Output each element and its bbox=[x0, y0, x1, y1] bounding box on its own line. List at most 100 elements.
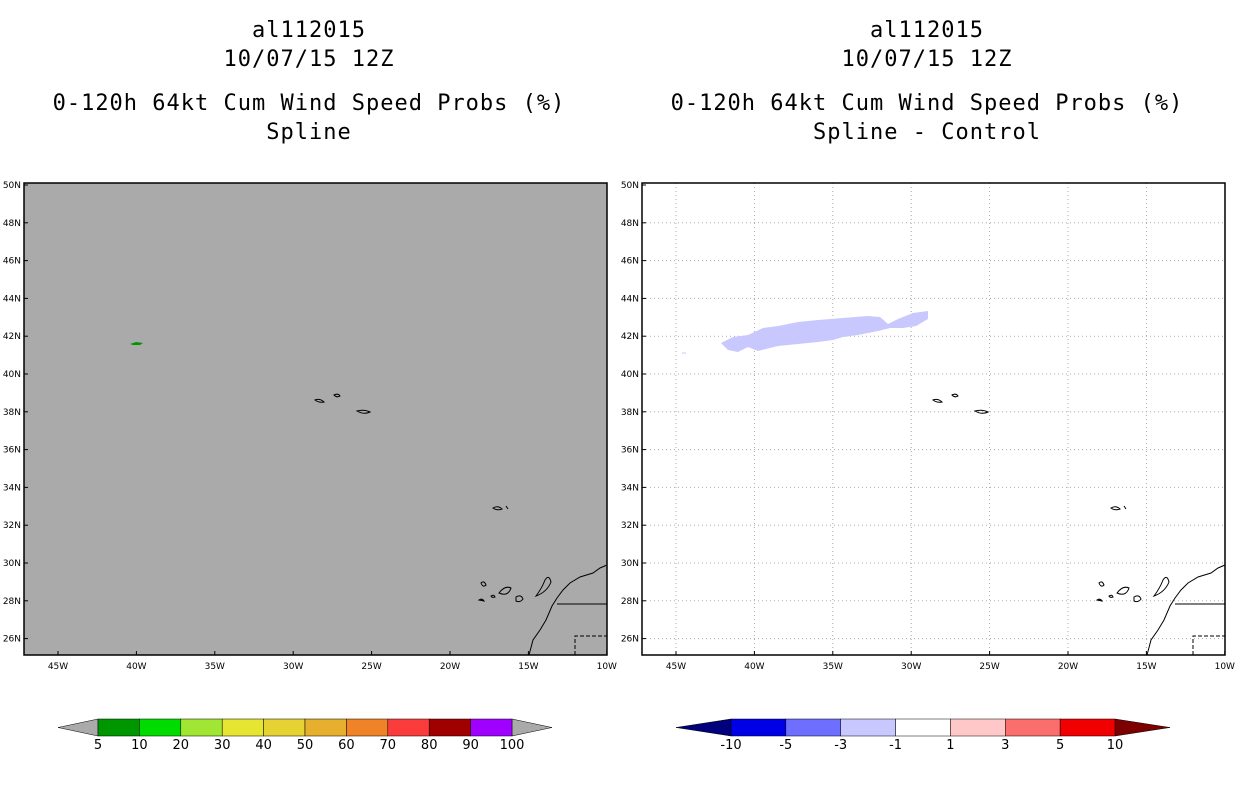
coastline bbox=[931, 393, 1226, 656]
colorbar-end-low bbox=[57, 718, 99, 737]
product-title: 0-120h 64kt Cum Wind Speed Probs (%) bbox=[52, 91, 566, 116]
latitude-label: 48N bbox=[3, 219, 21, 229]
longitude-label: 35W bbox=[205, 662, 225, 672]
colorbar-swatch bbox=[139, 718, 182, 737]
colorbar-end-high bbox=[1114, 718, 1171, 737]
colorbar-end-high bbox=[511, 718, 553, 737]
longitude-label: 30W bbox=[283, 662, 303, 672]
colorbar-right: -10 -5 -3 -1 1 3 5 10 bbox=[675, 718, 1171, 753]
latitude-label: 46N bbox=[621, 257, 639, 267]
map-background bbox=[642, 183, 1225, 655]
longitude-label: 15W bbox=[1136, 662, 1156, 672]
product-title: 0-120h 64kt Cum Wind Speed Probs (%) bbox=[670, 91, 1184, 116]
map-background bbox=[24, 183, 607, 655]
longitude-label: 25W bbox=[361, 662, 381, 672]
latitude-label: 32N bbox=[3, 521, 21, 531]
map-frame bbox=[23, 182, 608, 656]
colorbar-label: 50 bbox=[297, 738, 314, 753]
latitude-label: 38N bbox=[621, 408, 639, 418]
latitude-label: 36N bbox=[621, 446, 639, 456]
latitude-label: 28N bbox=[3, 597, 21, 607]
latitude-label: 38N bbox=[3, 408, 21, 418]
coastline bbox=[313, 393, 608, 656]
colorbar-label: 5 bbox=[94, 738, 102, 753]
colorbar-label: 60 bbox=[338, 738, 355, 753]
colorbar-swatch bbox=[1005, 718, 1061, 737]
longitude-label: 40W bbox=[744, 662, 764, 672]
latitude-label: 30N bbox=[621, 559, 639, 569]
latitude-label: 28N bbox=[621, 597, 639, 607]
latitude-label: 36N bbox=[3, 446, 21, 456]
colorbar-swatch bbox=[304, 718, 347, 737]
colorbar-label: 3 bbox=[1001, 738, 1009, 753]
latitude-label: 34N bbox=[621, 483, 639, 493]
colorbar-swatch bbox=[950, 718, 1006, 737]
longitude-label: 20W bbox=[1058, 662, 1078, 672]
colorbar-swatch bbox=[785, 718, 841, 737]
latitude-label: 26N bbox=[621, 635, 639, 645]
colorbar-label: 100 bbox=[500, 738, 525, 753]
colorbar-swatch bbox=[346, 718, 389, 737]
colorbar-swatch bbox=[840, 718, 896, 737]
colorbar-swatch bbox=[730, 718, 787, 737]
latitude-label: 32N bbox=[621, 521, 639, 531]
colorbar-label: 90 bbox=[462, 738, 479, 753]
colorbar-label: 20 bbox=[173, 738, 190, 753]
longitude-label: 15W bbox=[518, 662, 538, 672]
colorbar-swatch bbox=[263, 718, 306, 737]
storm-id-title: al112015 bbox=[870, 18, 984, 43]
colorbar-end-low bbox=[675, 718, 732, 737]
right-panel: al112015 10/07/15 12Z 0-120h 64kt Cum Wi… bbox=[618, 0, 1236, 800]
longitude-label: 30W bbox=[901, 662, 921, 672]
latitude-label: 46N bbox=[3, 257, 21, 267]
latitude-label: 30N bbox=[3, 559, 21, 569]
colorbar-label: -1 bbox=[889, 738, 902, 753]
latitude-label: 42N bbox=[3, 332, 21, 342]
longitude-label: 10W bbox=[1215, 662, 1235, 672]
latitude-label: 44N bbox=[3, 294, 21, 304]
colorbar-label: 30 bbox=[214, 738, 231, 753]
latitude-label: 26N bbox=[3, 635, 21, 645]
longitude-label: 45W bbox=[666, 662, 686, 672]
latitude-label: 50N bbox=[3, 181, 21, 191]
colorbar-swatch bbox=[470, 718, 513, 737]
longitude-label: 40W bbox=[126, 662, 146, 672]
longitude-label: 20W bbox=[440, 662, 460, 672]
method-title: Spline bbox=[266, 120, 352, 145]
longitude-label: 10W bbox=[597, 662, 617, 672]
longitude-label: 35W bbox=[823, 662, 843, 672]
latitude-label: 40N bbox=[621, 370, 639, 380]
colorbar-label: 1 bbox=[946, 738, 954, 753]
latitude-label: 42N bbox=[621, 332, 639, 342]
difference-contour bbox=[721, 311, 928, 352]
latitude-label: 34N bbox=[3, 483, 21, 493]
colorbar-swatch bbox=[428, 718, 471, 737]
probability-contour bbox=[130, 342, 143, 345]
latitude-label: 44N bbox=[621, 294, 639, 304]
storm-id-title: al112015 bbox=[252, 18, 366, 43]
colorbar-label: -3 bbox=[834, 738, 847, 753]
colorbar-label: -10 bbox=[720, 738, 741, 753]
colorbar-swatch bbox=[387, 718, 430, 737]
colorbar-label: 70 bbox=[380, 738, 397, 753]
colorbar-swatch bbox=[97, 718, 140, 737]
date-title: 10/07/15 12Z bbox=[223, 47, 395, 72]
latitude-label: 40N bbox=[3, 370, 21, 380]
longitude-label: 25W bbox=[979, 662, 999, 672]
colorbar-left: 5 10 20 30 40 50 60 70 80 90 100 bbox=[57, 718, 553, 753]
left-panel: al112015 10/07/15 12Z 0-120h 64kt Cum Wi… bbox=[3, 18, 617, 753]
date-title: 10/07/15 12Z bbox=[841, 47, 1013, 72]
colorbar-label: 10 bbox=[1107, 738, 1124, 753]
colorbar-label: -5 bbox=[779, 738, 792, 753]
colorbar-label: 5 bbox=[1056, 738, 1064, 753]
method-title: Spline - Control bbox=[813, 120, 1041, 145]
map-left: 50N 48N 46N 44N 42N 40N 38N 36N 34N 32N 30N 28N 26N 4… bbox=[3, 181, 617, 672]
longitude-label: 45W bbox=[48, 662, 68, 672]
colorbar-label: 80 bbox=[421, 738, 438, 753]
colorbar-swatch bbox=[895, 718, 951, 737]
colorbar-swatch bbox=[1059, 718, 1116, 737]
map-right: 50N 48N 46N 44N 42N 40N 38N 36N 34N 32N 30N 28N 26N 4… bbox=[621, 181, 1235, 672]
latitude-label: 48N bbox=[621, 219, 639, 229]
latitude-label: 50N bbox=[621, 181, 639, 191]
colorbar-label: 10 bbox=[131, 738, 148, 753]
